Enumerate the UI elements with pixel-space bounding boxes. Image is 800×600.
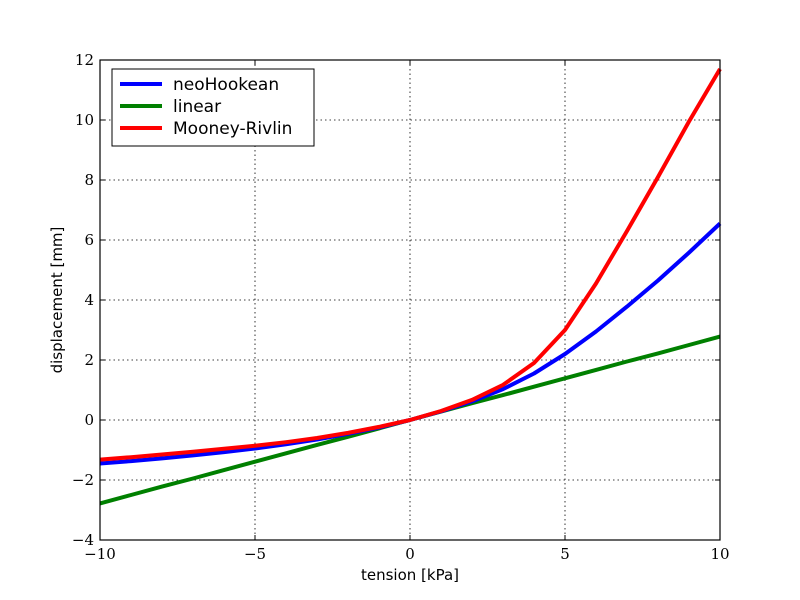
y-tick-label: 8 xyxy=(84,171,94,189)
x-axis-label: tension [kPa] xyxy=(361,566,459,584)
x-tick-label: 5 xyxy=(560,545,570,563)
tick-labels: −10 −5 0 5 10 −4 −2 0 2 4 6 8 10 12 xyxy=(72,51,730,563)
y-tick-label: 6 xyxy=(84,231,94,249)
y-tick-label: −4 xyxy=(72,531,94,549)
y-tick-label: 12 xyxy=(75,51,94,69)
legend-label-neohookean: neoHookean xyxy=(173,75,279,95)
ticks xyxy=(99,59,721,541)
y-tick-label: −2 xyxy=(72,471,94,489)
series-layer xyxy=(99,67,722,506)
grid xyxy=(100,60,720,540)
y-tick-label: 2 xyxy=(84,351,94,369)
legend-label-mooney-rivlin: Mooney-Rivlin xyxy=(173,119,292,139)
x-tick-label: −5 xyxy=(244,545,266,563)
y-tick-label: 0 xyxy=(84,411,94,429)
series-line-mooney-rivlin xyxy=(99,67,722,462)
y-tick-label: 4 xyxy=(84,291,94,309)
x-tick-label: 0 xyxy=(405,545,415,563)
legend-label-linear: linear xyxy=(173,97,221,117)
y-axis-label: displacement [mm] xyxy=(48,227,66,374)
x-tick-label: −10 xyxy=(84,545,116,563)
y-tick-label: 10 xyxy=(75,111,94,129)
x-tick-label: 10 xyxy=(710,545,729,563)
